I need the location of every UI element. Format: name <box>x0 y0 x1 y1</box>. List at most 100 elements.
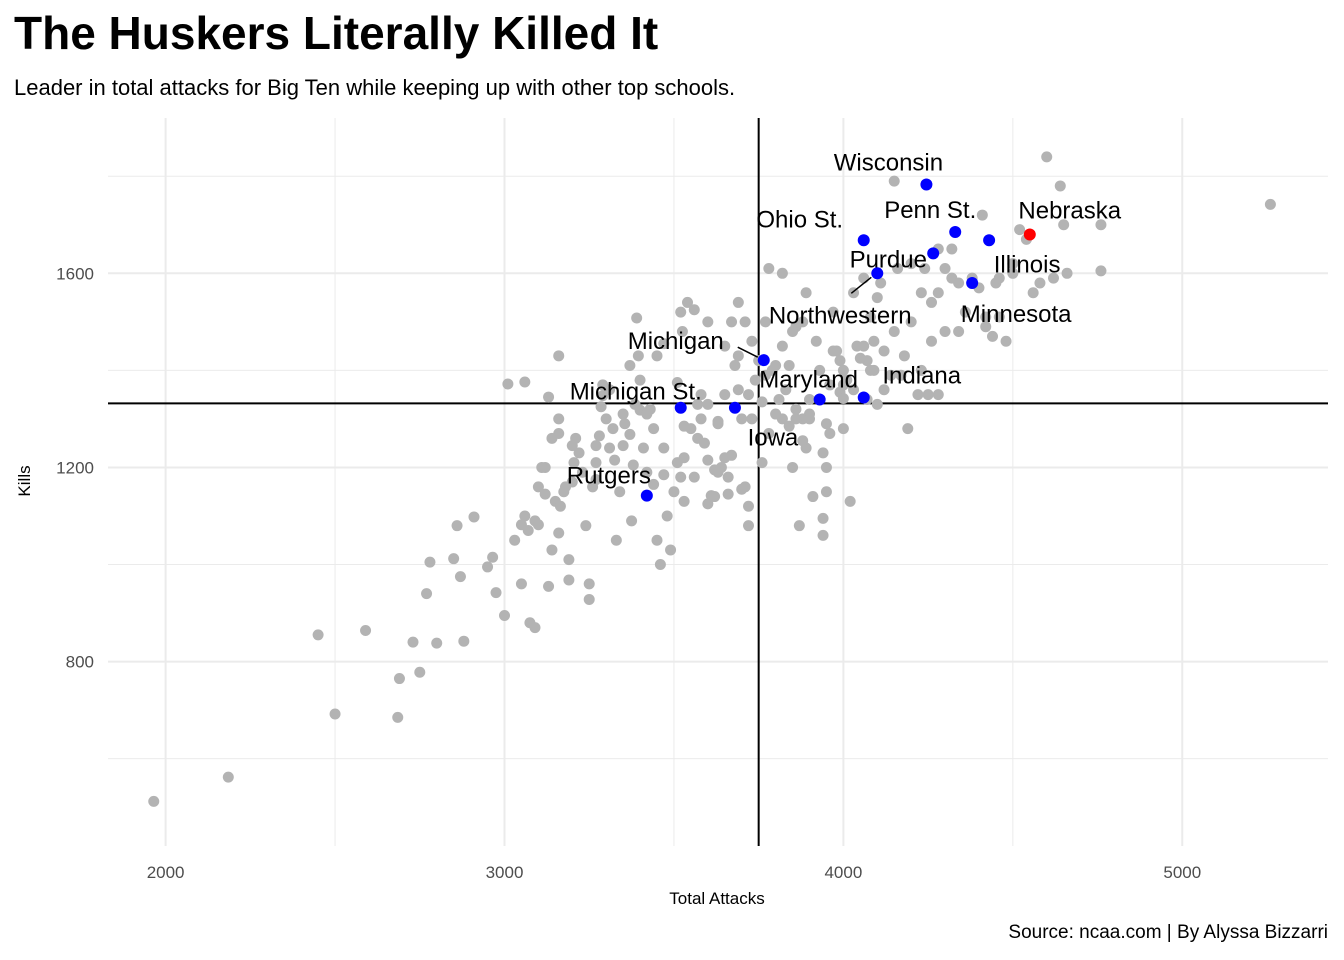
school-point <box>600 413 612 425</box>
school-point <box>837 364 849 376</box>
school-point <box>407 636 419 648</box>
school-point <box>632 350 644 362</box>
school-point <box>993 272 1005 284</box>
school-point <box>732 384 744 396</box>
school-point <box>536 461 548 473</box>
school-point <box>1007 258 1019 270</box>
school-point <box>566 440 578 452</box>
label-indiana: Indiana <box>882 363 961 390</box>
chart-subtitle: Leader in total attacks for Big Ten whil… <box>14 75 736 100</box>
school-point <box>926 296 937 308</box>
school-point <box>773 393 785 405</box>
school-point <box>675 306 687 318</box>
school-point <box>546 544 558 556</box>
school-point <box>532 519 544 531</box>
leader-line-michigan <box>737 346 759 358</box>
school-point <box>912 389 924 401</box>
school-point <box>756 457 768 469</box>
school-point <box>695 413 707 425</box>
school-point <box>222 771 234 783</box>
school-point <box>393 673 405 685</box>
school-labels: Wisconsin Ohio St. Penn St. Nebraska Illinoi… <box>567 149 1122 489</box>
school-point <box>668 486 680 498</box>
school-point <box>763 262 775 274</box>
school-point <box>817 529 829 541</box>
school-point <box>519 376 531 388</box>
school-point <box>719 452 731 464</box>
school-point <box>458 635 470 647</box>
school-point <box>854 352 866 364</box>
school-point <box>553 527 565 539</box>
school-point <box>431 637 443 649</box>
reference-lines <box>108 118 1328 846</box>
school-point <box>939 326 951 338</box>
school-point <box>817 447 829 459</box>
school-point <box>922 389 934 401</box>
school-point <box>837 379 849 391</box>
school-point <box>482 561 494 573</box>
school-point <box>617 440 629 452</box>
school-point <box>360 625 372 637</box>
school-point <box>976 209 988 221</box>
school-point <box>604 442 616 454</box>
school-point <box>583 578 595 590</box>
school-point <box>692 398 704 410</box>
school-point <box>651 350 663 362</box>
school-point <box>678 495 690 507</box>
school-point <box>648 478 660 490</box>
school-point <box>722 471 734 483</box>
other-schools-points <box>148 151 1276 807</box>
school-point <box>837 423 849 435</box>
school-point <box>509 534 521 546</box>
school-point <box>729 360 741 372</box>
school-point <box>807 491 819 503</box>
big-ten-points <box>640 178 1036 502</box>
school-point <box>563 574 575 586</box>
school-point <box>1041 151 1053 163</box>
school-point <box>844 495 856 507</box>
school-point <box>932 287 944 299</box>
point-michigan-st <box>674 401 687 414</box>
school-point <box>790 403 802 415</box>
school-point <box>743 520 754 532</box>
school-point <box>392 711 404 723</box>
school-point <box>682 296 693 308</box>
school-point <box>658 469 670 481</box>
school-point <box>609 454 621 466</box>
x-tick-label: 3000 <box>486 863 524 882</box>
school-point <box>532 481 544 493</box>
school-point <box>902 423 914 435</box>
school-point <box>624 428 636 440</box>
school-point <box>780 384 792 396</box>
point-purdue <box>871 267 884 280</box>
school-point <box>576 466 588 478</box>
school-point <box>820 461 832 473</box>
label-ohio-st: Ohio St. <box>756 206 843 233</box>
school-point <box>627 459 639 471</box>
label-leader-lines <box>737 276 872 358</box>
school-point <box>865 364 876 376</box>
school-point <box>987 330 998 342</box>
school-point <box>719 340 731 352</box>
school-point <box>499 609 510 621</box>
school-point <box>1095 219 1107 231</box>
school-point <box>678 420 690 432</box>
school-point <box>953 326 965 338</box>
school-point <box>421 588 433 600</box>
point-minnesota <box>966 277 979 290</box>
school-point <box>553 413 565 425</box>
school-point <box>739 316 751 328</box>
school-point <box>487 551 499 563</box>
school-point <box>885 369 897 381</box>
school-point <box>593 430 605 442</box>
school-point <box>932 389 944 401</box>
school-point <box>454 571 466 583</box>
school-point <box>414 666 426 678</box>
point-michigan <box>757 354 770 367</box>
school-point <box>624 360 636 372</box>
school-point <box>878 384 890 396</box>
school-point <box>787 461 799 473</box>
school-point <box>553 350 565 362</box>
point-indiana <box>857 391 870 404</box>
